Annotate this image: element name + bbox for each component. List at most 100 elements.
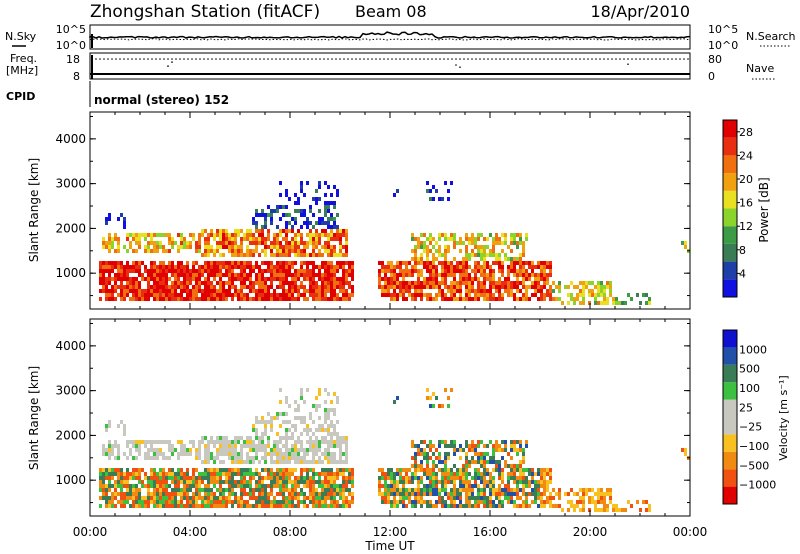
velocity-cell (453, 488, 456, 492)
velocity-cell (210, 488, 213, 492)
velocity-cell (405, 492, 408, 496)
power-cell (105, 281, 108, 285)
power-cell (186, 269, 189, 273)
velocity-cell (291, 448, 294, 452)
power-cell (507, 269, 510, 273)
power-cell (168, 261, 171, 265)
velocity-cell (240, 504, 243, 508)
power-cell (543, 261, 546, 265)
velocity-cell (237, 472, 240, 476)
power-cell (498, 293, 501, 297)
velocity-cell (258, 492, 261, 496)
power-cell (525, 261, 528, 265)
power-cell (522, 253, 525, 257)
power-cell (417, 241, 420, 245)
velocity-cell (120, 492, 123, 496)
power-cell (159, 277, 162, 281)
velocity-cell (486, 452, 489, 456)
power-cell (246, 245, 249, 249)
velocity-cell (297, 456, 300, 460)
power-cell (255, 237, 258, 241)
velocity-cell (228, 488, 231, 492)
power-cell (471, 249, 474, 253)
power-cell (429, 269, 432, 273)
nave-dot (263, 58, 265, 60)
velocity-cell (501, 472, 504, 476)
velocity-cell (249, 468, 252, 472)
velocity-cell (549, 472, 552, 476)
velocity-cell (393, 480, 396, 484)
velocity-cell (225, 472, 228, 476)
velocity-cell (309, 476, 312, 480)
ytick-label: 4000 (55, 339, 86, 353)
velocity-cell (225, 476, 228, 480)
velocity-cell (180, 488, 183, 492)
velocity-cell (444, 500, 447, 504)
power-cell (447, 189, 450, 193)
power-cell (546, 277, 549, 281)
velocity-cell (498, 468, 501, 472)
velocity-cell (246, 500, 249, 504)
velocity-cell (156, 492, 159, 496)
power-cell (252, 237, 255, 241)
power-cell (558, 297, 561, 301)
power-cell (240, 269, 243, 273)
power-cell (441, 265, 444, 269)
velocity-cell (153, 488, 156, 492)
power-cell (258, 285, 261, 289)
velocity-cell (270, 484, 273, 488)
velocity-cell (285, 480, 288, 484)
velocity-cell (285, 504, 288, 508)
power-cell (327, 289, 330, 293)
power-cell (477, 281, 480, 285)
power-cell (498, 237, 501, 241)
power-cell (453, 237, 456, 241)
power-cell (186, 293, 189, 297)
velocity-cell (288, 456, 291, 460)
velocity-cell (150, 492, 153, 496)
power-cell (327, 209, 330, 213)
power-cell (294, 237, 297, 241)
velocity-cell (522, 452, 525, 456)
velocity-cell (279, 484, 282, 488)
power-cell (399, 269, 402, 273)
velocity-cell (330, 468, 333, 472)
velocity-cell (276, 500, 279, 504)
power-cell (279, 205, 282, 209)
power-cell (261, 261, 264, 265)
power-cell (540, 269, 543, 273)
power-cell (435, 293, 438, 297)
power-cell (231, 277, 234, 281)
velocity-cell (252, 496, 255, 500)
power-cell (516, 233, 519, 237)
power-cell (414, 269, 417, 273)
power-cell (381, 261, 384, 265)
velocity-cell (231, 468, 234, 472)
power-cell (210, 233, 213, 237)
velocity-cell (324, 456, 327, 460)
nave-dot (663, 58, 665, 60)
velocity-cell (327, 488, 330, 492)
velocity-cell (240, 500, 243, 504)
velocity-cell (321, 436, 324, 440)
nave-dot (575, 58, 577, 60)
velocity-colorbar-tick-label: −500 (739, 459, 769, 472)
power-cell (318, 197, 321, 201)
power-cell (225, 265, 228, 269)
velocity-cell (159, 500, 162, 504)
power-cell (417, 237, 420, 241)
nave-dot (247, 58, 249, 60)
power-colorbar-swatch (723, 173, 737, 191)
power-cell (381, 269, 384, 273)
velocity-cell (267, 500, 270, 504)
power-cell (597, 285, 600, 289)
power-cell (195, 281, 198, 285)
velocity-cell (318, 484, 321, 488)
power-cell (492, 293, 495, 297)
velocity-cell (159, 440, 162, 444)
power-cell (255, 289, 258, 293)
velocity-cell (483, 456, 486, 460)
power-cell (387, 277, 390, 281)
power-cell (207, 269, 210, 273)
velocity-cell (567, 500, 570, 504)
